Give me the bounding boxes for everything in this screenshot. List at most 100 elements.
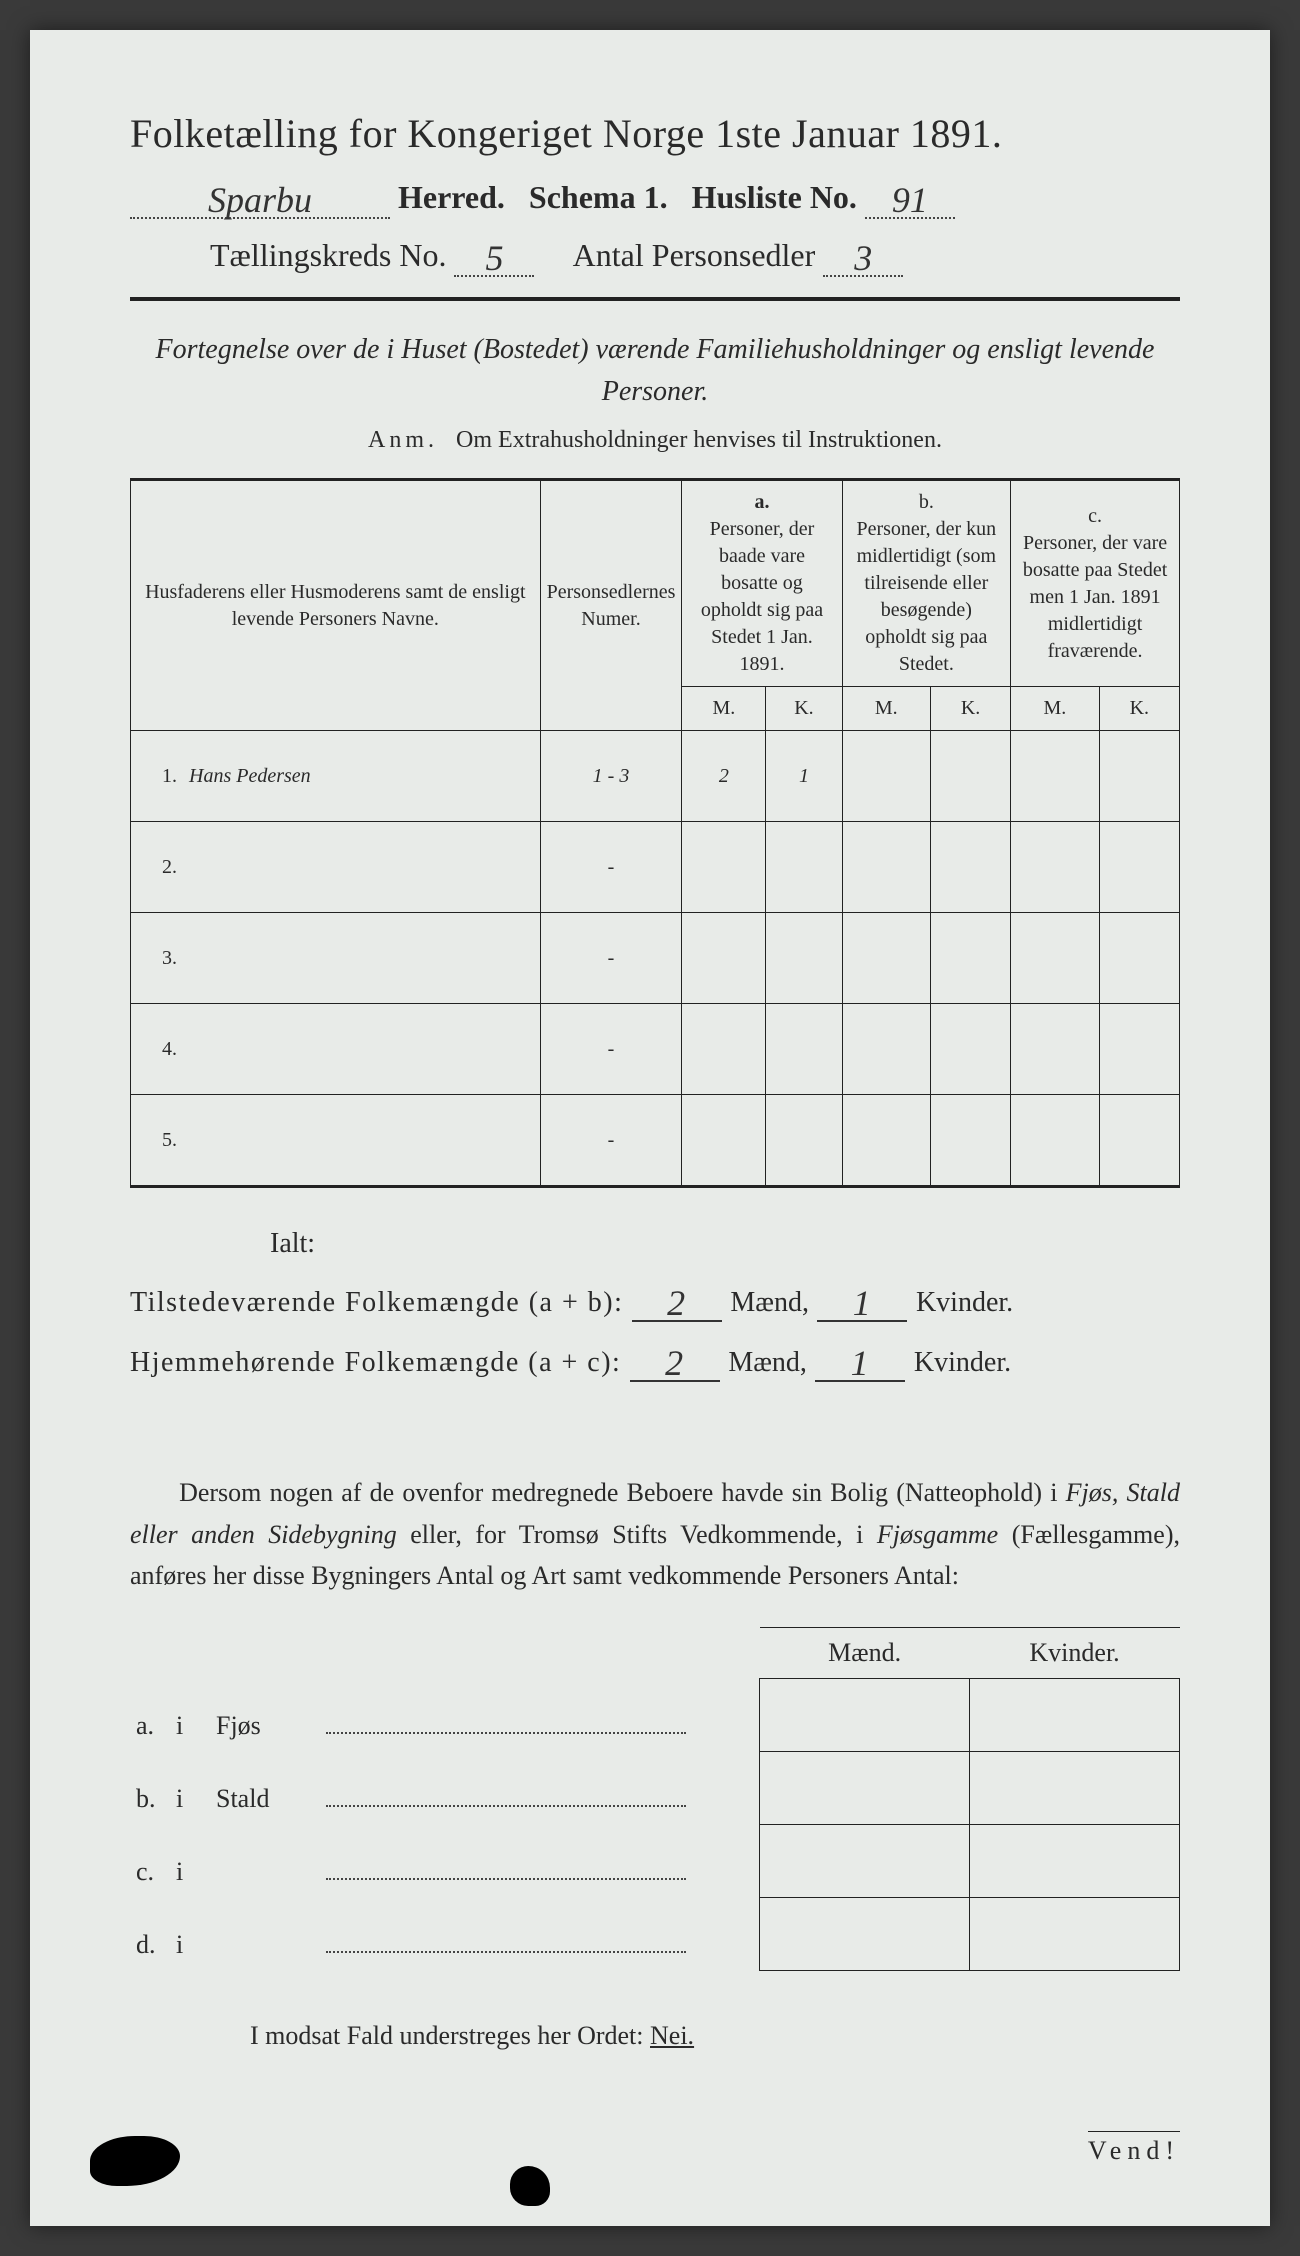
schema-label: Schema 1. (529, 179, 668, 215)
c-k-value (1099, 913, 1179, 1004)
b-m-value (842, 731, 930, 822)
householder-name (183, 913, 540, 1004)
sedler-range: - (540, 822, 682, 913)
b-k-value (930, 1095, 1010, 1187)
building-label-cell: b.iStald (130, 1751, 760, 1824)
row-number: 3. (131, 913, 184, 1004)
footer-line: I modsat Fald understreges her Ordet: Ne… (250, 2021, 1180, 2051)
ink-blot-icon (90, 2136, 180, 2186)
a-m-value (682, 913, 766, 1004)
row-number: 4. (131, 1004, 184, 1095)
col-a-m: M. (682, 687, 766, 731)
sedler-range: - (540, 1095, 682, 1187)
table-row: 2. - (131, 822, 1180, 913)
total-present-line: Tilstedeværende Folkemængde (a + b): 2 M… (130, 1278, 1180, 1322)
kreds-value: 5 (485, 238, 503, 278)
col-b-header: b. Personer, der kun midlertidigt (som t… (842, 480, 1011, 687)
subtitle: Fortegnelse over de i Huset (Bostedet) v… (130, 329, 1180, 413)
c-k-value (1099, 1095, 1179, 1187)
table-row: 1.Hans Pedersen1 - 321 (131, 731, 1180, 822)
b-m-value (842, 1095, 930, 1187)
antal-label: Antal Personsedler (573, 237, 816, 273)
householder-name (183, 1004, 540, 1095)
bldg-maend-header: Mænd. (760, 1627, 970, 1678)
antal-value: 3 (854, 238, 872, 278)
building-m-value (760, 1897, 970, 1970)
a-k-value (766, 1004, 842, 1095)
resident-k: 1 (851, 1343, 871, 1383)
b-k-value (930, 913, 1010, 1004)
building-row: c.i (130, 1824, 1180, 1897)
c-k-value (1099, 1004, 1179, 1095)
building-label-cell: d.i (130, 1897, 760, 1970)
present-k: 1 (853, 1283, 873, 1323)
row-number: 5. (131, 1095, 184, 1187)
col-a-k: K. (766, 687, 842, 731)
present-m: 2 (667, 1283, 687, 1323)
sedler-range: - (540, 1004, 682, 1095)
b-k-value (930, 1004, 1010, 1095)
buildings-table: Mænd. Kvinder. a.iFjøsb.iStaldc.id.i (130, 1627, 1180, 1971)
kreds-line: Tællingskreds No. 5 Antal Personsedler 3 (210, 233, 1180, 277)
bldg-kvinder-header: Kvinder. (970, 1627, 1180, 1678)
sedler-range: - (540, 913, 682, 1004)
col-names-header: Husfaderens eller Husmoderens samt de en… (131, 480, 541, 731)
resident-m: 2 (665, 1343, 685, 1383)
a-k-value (766, 913, 842, 1004)
vend-label: Vend! (1088, 2131, 1180, 2166)
husliste-value: 91 (892, 180, 928, 220)
nei-word: Nei. (650, 2021, 694, 2050)
building-m-value (760, 1678, 970, 1751)
anm-line: Anm. Om Extrahusholdninger henvises til … (130, 427, 1180, 454)
b-k-value (930, 822, 1010, 913)
herred-line: Sparbu Herred. Schema 1. Husliste No. 91 (130, 175, 1180, 219)
c-k-value (1099, 822, 1179, 913)
b-m-value (842, 913, 930, 1004)
col-b-k: K. (930, 687, 1010, 731)
householder-name (183, 822, 540, 913)
building-m-value (760, 1751, 970, 1824)
col-a-header: a. Personer, der baade vare bosatte og o… (682, 480, 842, 687)
total-resident-line: Hjemmehørende Folkemængde (a + c): 2 Mæn… (130, 1338, 1180, 1382)
c-m-value (1011, 822, 1100, 913)
building-k-value (970, 1678, 1180, 1751)
building-row: d.i (130, 1897, 1180, 1970)
husliste-label: Husliste No. (692, 179, 857, 215)
c-k-value (1099, 731, 1179, 822)
household-table: Husfaderens eller Husmoderens samt de en… (130, 478, 1180, 1188)
buildings-paragraph: Dersom nogen af de ovenfor medregnede Be… (130, 1472, 1180, 1597)
householder-name (183, 1095, 540, 1187)
building-row: a.iFjøs (130, 1678, 1180, 1751)
a-k-value (766, 822, 842, 913)
kreds-label: Tællingskreds No. (210, 237, 446, 273)
building-row: b.iStald (130, 1751, 1180, 1824)
table-row: 5. - (131, 1095, 1180, 1187)
a-m-value: 2 (682, 731, 766, 822)
a-m-value (682, 1004, 766, 1095)
building-k-value (970, 1751, 1180, 1824)
page-title: Folketælling for Kongeriget Norge 1ste J… (130, 110, 1180, 157)
col-c-header: c. Personer, der vare bosatte paa Stedet… (1011, 480, 1180, 687)
herred-label: Herred. (398, 179, 505, 215)
building-k-value (970, 1824, 1180, 1897)
anm-text: Om Extrahusholdninger henvises til Instr… (456, 427, 942, 453)
anm-label: Anm. (368, 427, 438, 453)
b-m-value (842, 1004, 930, 1095)
col-c-k: K. (1099, 687, 1179, 731)
row-number: 1. (131, 731, 184, 822)
a-k-value: 1 (766, 731, 842, 822)
table-row: 3. - (131, 913, 1180, 1004)
census-form-page: Folketælling for Kongeriget Norge 1ste J… (30, 30, 1270, 2226)
building-k-value (970, 1897, 1180, 1970)
building-label-cell: a.iFjøs (130, 1678, 760, 1751)
building-m-value (760, 1824, 970, 1897)
sedler-range: 1 - 3 (540, 731, 682, 822)
col-b-m: M. (842, 687, 930, 731)
b-k-value (930, 731, 1010, 822)
row-number: 2. (131, 822, 184, 913)
herred-value: Sparbu (208, 180, 312, 220)
ialt-label: Ialt: (270, 1228, 1180, 1260)
col-c-m: M. (1011, 687, 1100, 731)
c-m-value (1011, 1095, 1100, 1187)
a-m-value (682, 822, 766, 913)
